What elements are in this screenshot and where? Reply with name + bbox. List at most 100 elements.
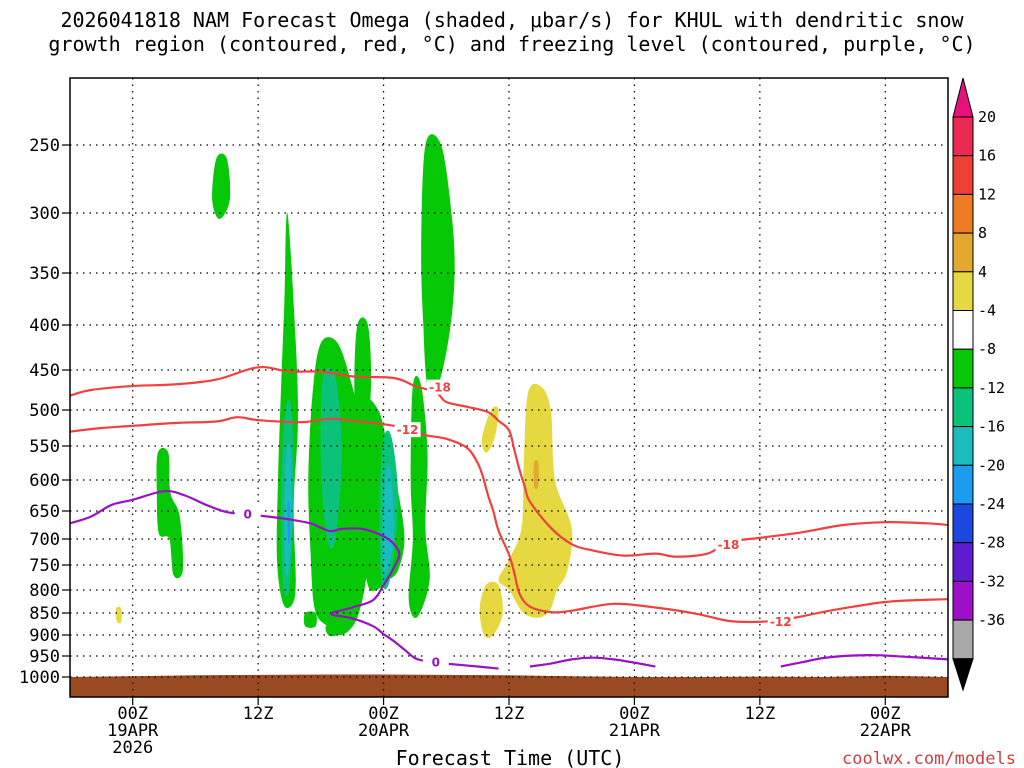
- y-tick-label-350: 350: [29, 264, 60, 284]
- colorbar-label-5: -4: [978, 302, 996, 320]
- y-tick-label-600: 600: [29, 471, 60, 491]
- contour-zeroC_east2: [780, 654, 948, 668]
- colorbar-label-3: 8: [978, 224, 987, 242]
- omega-region-blue-15: [287, 500, 291, 544]
- omega-region-green-9: [325, 625, 339, 637]
- label-minus12-b: -12: [770, 615, 792, 629]
- colorbar-swatch-9: [952, 464, 974, 505]
- colorbar-swatch-3: [952, 232, 974, 273]
- colorbar-swatch-5: [952, 310, 974, 350]
- label-minus18-a-bg: [427, 379, 454, 395]
- x-tick-label-0-1: 19APR: [107, 721, 159, 741]
- ground-layer: [70, 674, 948, 697]
- x-tick-label-60-0: 12Z: [744, 704, 775, 724]
- label-zero-a: 0: [244, 507, 252, 521]
- colorbar-label-7: -12: [978, 379, 1005, 397]
- label-minus18-b: -18: [718, 538, 740, 552]
- label-minus12-b-bg: [767, 613, 794, 629]
- y-tick-label-850: 850: [29, 604, 60, 624]
- contour-zeroC: [70, 489, 499, 670]
- contour-lines: [70, 365, 948, 670]
- x-tick-label-12-0: 12Z: [243, 704, 274, 724]
- omega-region-cyan-14: [382, 466, 395, 575]
- omega-region-yellow-17: [498, 383, 573, 618]
- y-tick-label-500: 500: [29, 401, 60, 421]
- colorbar-label-1: 16: [978, 147, 996, 165]
- y-tick-label-800: 800: [29, 581, 60, 601]
- y-tick-label-400: 400: [29, 316, 60, 336]
- contour-labels: -18 -18 -12 -12 0 0: [234, 379, 794, 670]
- colorbar-swatch-4: [952, 271, 974, 311]
- colorbar: 20 16 12 8 4 -4 -8 -12 -16 -20 -24 -28 -32 -36: [952, 77, 1005, 692]
- x-tick-label-0-0: 00Z: [117, 704, 148, 724]
- credit-text: coolwx.com/models: [842, 749, 1016, 768]
- y-axis-ticks: 2503003504004505005506006507007508008509…: [19, 136, 70, 688]
- omega-region-yellow-18: [479, 581, 503, 639]
- y-tick-label-900: 900: [29, 626, 60, 646]
- colorbar-swatch-7: [952, 387, 974, 428]
- colorbar-label-2: 12: [978, 185, 996, 203]
- omega-region-orange-20: [533, 460, 539, 490]
- y-tick-label-650: 650: [29, 502, 60, 522]
- colorbar-label-9: -20: [978, 456, 1005, 474]
- y-tick-label-1000: 1000: [19, 668, 60, 688]
- colorbar-label-8: -16: [978, 418, 1005, 436]
- colorbar-top-arrow: [952, 77, 974, 118]
- omega-region-green-8: [303, 611, 317, 628]
- label-minus18-a: -18: [429, 381, 451, 395]
- omega-region-yellow-19: [115, 606, 122, 624]
- label-minus18-b-bg: [715, 537, 742, 553]
- x-tick-label-24-0: 00Z: [368, 704, 399, 724]
- label-minus12-a-bg: [394, 422, 421, 438]
- y-tick-label-300: 300: [29, 204, 60, 224]
- ground-surface: [70, 674, 948, 697]
- colorbar-label-12: -32: [978, 572, 1005, 590]
- x-tick-label-0-2: 2026: [112, 738, 153, 758]
- chart-title-line-2: growth region (contoured, red, °C) and f…: [48, 32, 975, 56]
- x-tick-label-72-1: 22APR: [860, 721, 912, 741]
- colorbar-label-4: 4: [978, 263, 987, 281]
- y-tick-label-550: 550: [29, 437, 60, 457]
- colorbar-swatch-8: [952, 426, 974, 466]
- y-tick-label-700: 700: [29, 530, 60, 550]
- colorbar-swatch-1: [952, 155, 974, 195]
- x-tick-label-72-0: 00Z: [870, 704, 901, 724]
- omega-region-teal-11: [320, 367, 342, 549]
- grid-lines: [70, 78, 948, 697]
- omega-region-green-5: [354, 317, 372, 462]
- x-tick-label-48-0: 00Z: [619, 704, 650, 724]
- y-tick-label-950: 950: [29, 647, 60, 667]
- label-zero-a-bg: [234, 506, 261, 522]
- colorbar-swatch-2: [952, 193, 974, 234]
- colorbar-label-0: 20: [978, 108, 996, 126]
- colorbar-swatch-6: [952, 348, 974, 389]
- colorbar-swatch-12: [952, 580, 974, 621]
- omega-shading: [115, 134, 573, 639]
- colorbar-label-6: -8: [978, 340, 996, 358]
- omega-region-green-7: [156, 447, 184, 579]
- label-zero-b: 0: [432, 656, 440, 670]
- label-zero-b-bg: [422, 654, 449, 670]
- omega-region-green-1: [421, 134, 455, 394]
- y-tick-label-450: 450: [29, 361, 60, 381]
- x-tick-label-36-0: 12Z: [494, 704, 525, 724]
- colorbar-label-10: -24: [978, 495, 1005, 513]
- y-tick-label-750: 750: [29, 556, 60, 576]
- contour-zeroC_east1: [529, 656, 656, 668]
- colorbar-label-13: -36: [978, 611, 1005, 629]
- x-tick-label-48-1: 21APR: [609, 721, 661, 741]
- y-tick-label-250: 250: [29, 136, 60, 156]
- colorbar-swatch-11: [952, 542, 974, 582]
- colorbar-swatch-13: [952, 619, 974, 660]
- x-tick-label-24-1: 20APR: [358, 721, 410, 741]
- omega-region-green-0: [212, 153, 231, 219]
- x-axis-label: Forecast Time (UTC): [396, 746, 625, 768]
- omega-region-green-6: [408, 375, 430, 619]
- plot-frame: [69, 77, 949, 698]
- label-minus12-a: -12: [397, 423, 419, 437]
- colorbar-bottom-arrow: [952, 658, 974, 692]
- colorbar-label-11: -28: [978, 534, 1005, 552]
- chart-title-line-1: 2026041818 NAM Forecast Omega (shaded, μ…: [60, 8, 964, 32]
